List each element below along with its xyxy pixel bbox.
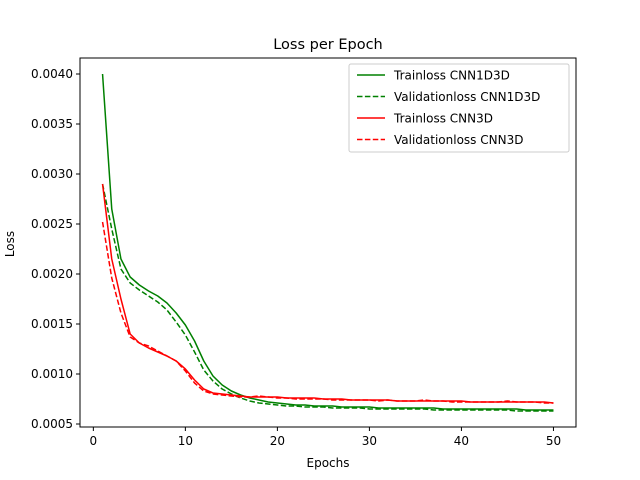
x-tick-label: 10	[178, 434, 193, 448]
y-tick-label: 0.0005	[31, 417, 73, 431]
series-line-validationloss-cnn1d3d	[101, 183, 554, 412]
y-tick-label: 0.0015	[31, 317, 73, 331]
legend-items: Trainloss CNN1D3D Validationloss CNN1D3D T…	[357, 69, 540, 147]
y-axis-label: Loss	[3, 231, 17, 257]
x-axis-ticks: 0 10 20 30 40 50	[90, 427, 561, 448]
x-tick-label: 20	[270, 434, 285, 448]
series-line-trainloss-cnn1d3d	[101, 73, 554, 411]
x-axis-label: Epochs	[307, 456, 350, 470]
series-layer	[101, 73, 554, 412]
y-axis-ticks: 0.0005 0.0010 0.0015 0.0020 0.0025 0.0030 0.00…	[31, 67, 80, 431]
legend-frame	[348, 63, 570, 153]
legend-label: Trainloss CNN1D3D	[393, 69, 510, 83]
x-tick-label: 40	[454, 434, 469, 448]
x-tick-label: 30	[362, 434, 377, 448]
legend-label: Validationloss CNN1D3D	[394, 90, 540, 104]
plot-area: 0 10 20 30 40 50 0.00050.00100.00150.00200.00…	[31, 57, 577, 448]
legend-label: Trainloss CNN3D	[393, 112, 493, 126]
y-tick-label: 0.0040	[31, 67, 73, 81]
y-tick-label: 0.0010	[31, 367, 73, 381]
series-line-validationloss-cnn3d	[101, 221, 554, 404]
chart-title: Loss per Epoch	[273, 37, 383, 53]
y-tick-label: 0.0025	[31, 217, 73, 231]
x-tick-label: 50	[546, 434, 561, 448]
x-tick-label: 0	[90, 434, 98, 448]
legend: Trainloss CNN1D3D Validationloss CNN1D3D T…	[348, 63, 570, 153]
axes-frame	[79, 57, 577, 428]
y-tick-label: 0.0020	[31, 267, 73, 281]
y-tick-label: 0.0035	[31, 117, 73, 131]
y-tick-label: 0.0030	[31, 167, 73, 181]
legend-label: Validationloss CNN3D	[394, 133, 523, 147]
